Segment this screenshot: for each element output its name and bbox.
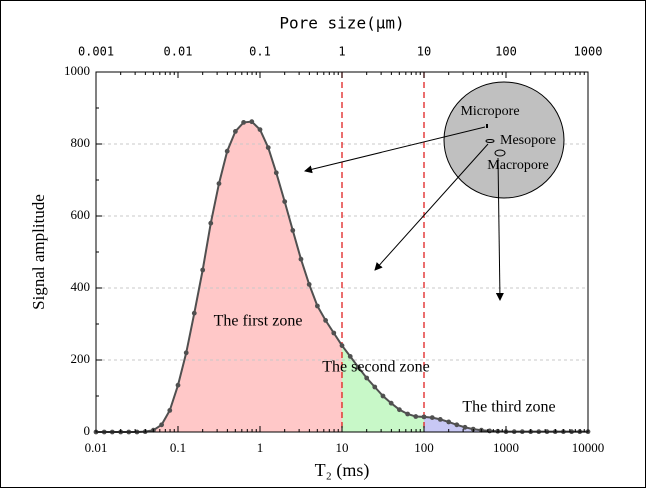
arrow	[495, 157, 504, 301]
x-tick-label: 100	[414, 440, 434, 455]
arrow	[374, 143, 489, 271]
zone-label: The second zone	[322, 359, 430, 376]
data-point	[339, 343, 345, 348]
x2-tick-label: 1	[338, 45, 345, 59]
data-point	[249, 119, 255, 125]
data-point	[290, 228, 296, 233]
x-tick-label: 0.01	[85, 440, 108, 455]
data-point	[388, 400, 394, 406]
data-point	[208, 220, 214, 226]
data-point	[323, 318, 329, 323]
data-point	[175, 382, 181, 388]
x2-tick-label: 0.1	[249, 45, 271, 59]
data-point	[413, 414, 419, 419]
data-point	[372, 384, 378, 390]
data-point	[265, 145, 271, 151]
mesopore-icon	[485, 139, 495, 143]
x-tick-label: 10	[336, 440, 349, 455]
data-point	[306, 282, 312, 287]
data-point	[183, 350, 189, 356]
data-point	[364, 375, 370, 381]
x-axis-label: T₂ (ms)	[315, 460, 370, 481]
y-tick-label: 1000	[64, 63, 90, 78]
zone-area	[96, 121, 342, 433]
x2-tick-label: 100	[495, 45, 517, 59]
data-point	[429, 415, 435, 420]
annotation: Micropore Mesopore Macropore The first z…	[214, 81, 565, 416]
macropore-icon	[494, 149, 506, 157]
data-point	[314, 303, 320, 309]
x-tick-label: 0.1	[170, 440, 186, 455]
data-point	[159, 422, 165, 428]
annotation-label: Macropore	[487, 158, 548, 173]
y-tick-label: 0	[84, 423, 91, 438]
data-point	[355, 364, 361, 370]
data-point	[232, 129, 238, 134]
x2-tick-label: 0.001	[78, 45, 114, 59]
data-point	[405, 411, 411, 417]
data-point	[380, 393, 386, 399]
x2-tick-label: 10	[417, 45, 431, 59]
data-point	[437, 417, 443, 422]
data-point	[224, 148, 230, 154]
x2-axis-label: Pore size(μm)	[279, 14, 404, 33]
data-point	[421, 414, 427, 420]
data-point	[331, 330, 337, 336]
pore-circle	[443, 81, 565, 199]
y-tick-label: 600	[71, 207, 91, 222]
data-point	[396, 407, 402, 413]
data-point	[241, 120, 247, 125]
y-tick-label: 200	[71, 351, 91, 366]
x-tick-label: 10000	[572, 440, 605, 455]
y-tick-label: 400	[71, 279, 91, 294]
zone-label: The third zone	[462, 399, 555, 416]
x-tick-label: 1000	[493, 440, 519, 455]
annotation-label: Mesopore	[500, 133, 556, 148]
data-point	[446, 419, 452, 425]
data-point	[216, 181, 222, 187]
zone-label: The first zone	[214, 313, 303, 330]
plot-area: 0 200 400 600 800 1000 0.01 0.1 1 10 100 1000 10000 0…	[64, 45, 604, 455]
data-point	[273, 170, 279, 176]
data-point	[282, 199, 288, 205]
arrow	[304, 126, 486, 174]
data-point	[167, 408, 173, 413]
y-tick-label: 800	[71, 135, 91, 150]
zone-area	[342, 345, 424, 432]
data-point	[462, 424, 468, 430]
annotation-label: Micropore	[460, 104, 519, 119]
data-point	[298, 256, 304, 262]
data-point	[200, 267, 206, 273]
data-point	[257, 127, 263, 132]
x-tick-label: 1	[257, 440, 264, 455]
x2-tick-label: 1000	[574, 45, 603, 59]
x2-tick-label: 0.01	[164, 45, 193, 59]
y-axis-label: Signal amplitude	[29, 194, 48, 310]
data-point	[454, 422, 460, 428]
data-point	[347, 354, 353, 359]
data-point	[191, 310, 197, 316]
